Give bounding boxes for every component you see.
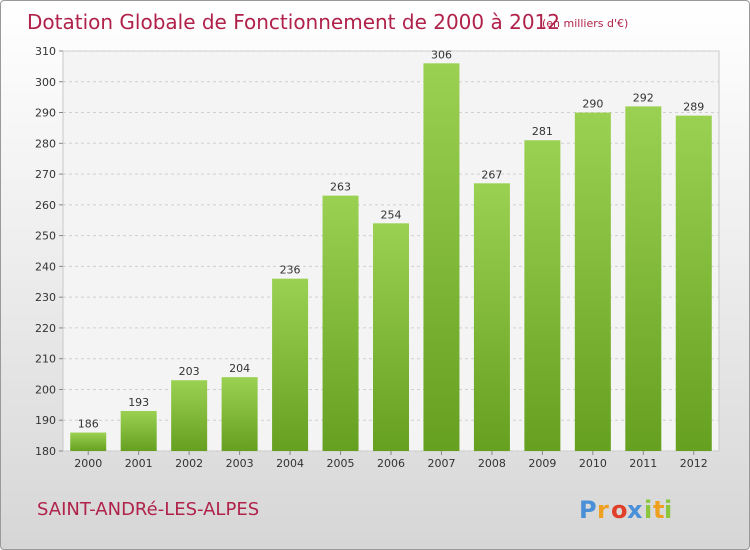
chart-subtitle: (en milliers d'€) <box>542 17 628 30</box>
chart-title: Dotation Globale de Fonctionnement de 20… <box>27 10 560 34</box>
x-tick-label: 2006 <box>377 457 405 470</box>
y-tick-label: 280 <box>35 137 56 150</box>
data-label: 186 <box>78 418 99 431</box>
data-label: 292 <box>633 91 654 104</box>
x-tick-label: 2001 <box>125 457 153 470</box>
logo-letter: x <box>627 496 643 524</box>
x-tick-label: 2004 <box>276 457 304 470</box>
bar-2001 <box>120 411 157 451</box>
logo-letter: o <box>611 496 628 524</box>
x-tick-label: 2009 <box>528 457 556 470</box>
data-label: 254 <box>381 208 402 221</box>
x-tick-label: 2012 <box>680 457 708 470</box>
bar-2003 <box>221 377 258 451</box>
data-label: 193 <box>128 396 149 409</box>
x-tick-label: 2011 <box>629 457 657 470</box>
y-tick-label: 290 <box>35 107 56 120</box>
data-label: 289 <box>683 101 704 114</box>
logo-letter: r <box>597 496 609 524</box>
y-tick-label: 210 <box>35 353 56 366</box>
y-tick-label: 310 <box>35 45 56 58</box>
y-tick-label: 270 <box>35 168 56 181</box>
data-label: 281 <box>532 125 553 138</box>
bar-2007 <box>423 63 460 452</box>
bar-2005 <box>322 195 359 451</box>
bar-2009 <box>524 140 561 451</box>
logo-letter: P <box>579 496 597 524</box>
data-label: 203 <box>179 365 200 378</box>
y-tick-label: 230 <box>35 291 56 304</box>
bar-2004 <box>272 278 309 451</box>
bar-2002 <box>171 380 208 451</box>
logo-letter: t <box>653 496 664 524</box>
logo-letter: i <box>664 496 672 524</box>
plot-area: 180 190 200 210 220 230 240 250 260 270 280 290 300 3… <box>35 45 720 470</box>
x-tick-label: 2010 <box>579 457 607 470</box>
data-label: 290 <box>582 98 603 111</box>
data-label: 204 <box>229 362 250 375</box>
bar-2000 <box>70 432 107 451</box>
data-label: 263 <box>330 181 351 194</box>
x-tick-label: 2007 <box>427 457 455 470</box>
bar-2011 <box>625 106 662 451</box>
x-tick-label: 2000 <box>74 457 102 470</box>
y-tick-label: 180 <box>35 445 56 458</box>
x-tick-label: 2003 <box>226 457 254 470</box>
x-axis-ticks: 2000 2001 2002 2003 2004 2005 2006 2007 2008 2009… <box>74 451 708 470</box>
y-tick-label: 260 <box>35 199 56 212</box>
x-tick-label: 2008 <box>478 457 506 470</box>
y-axis-ticks: 180 190 200 210 220 230 240 250 260 270 280 290 300 3… <box>35 45 63 458</box>
x-tick-label: 2005 <box>327 457 355 470</box>
bar-2008 <box>473 183 510 452</box>
bar-2010 <box>574 112 611 452</box>
data-label: 267 <box>481 168 502 181</box>
bar-2012 <box>675 115 712 451</box>
y-tick-label: 240 <box>35 260 56 273</box>
logo-letter: i <box>644 496 652 524</box>
y-tick-label: 300 <box>35 76 56 89</box>
y-tick-label: 220 <box>35 322 56 335</box>
y-tick-label: 190 <box>35 414 56 427</box>
y-tick-label: 250 <box>35 230 56 243</box>
commune-name: SAINT-ANDRé-LES-ALPES <box>37 499 259 520</box>
data-label: 306 <box>431 48 452 61</box>
data-label: 236 <box>280 264 301 277</box>
x-tick-label: 2002 <box>175 457 203 470</box>
y-tick-label: 200 <box>35 383 56 396</box>
bar-2006 <box>373 223 409 451</box>
bars: 186 193 203 204 236 263 254 306 267 281 290 292 289 <box>70 48 712 452</box>
